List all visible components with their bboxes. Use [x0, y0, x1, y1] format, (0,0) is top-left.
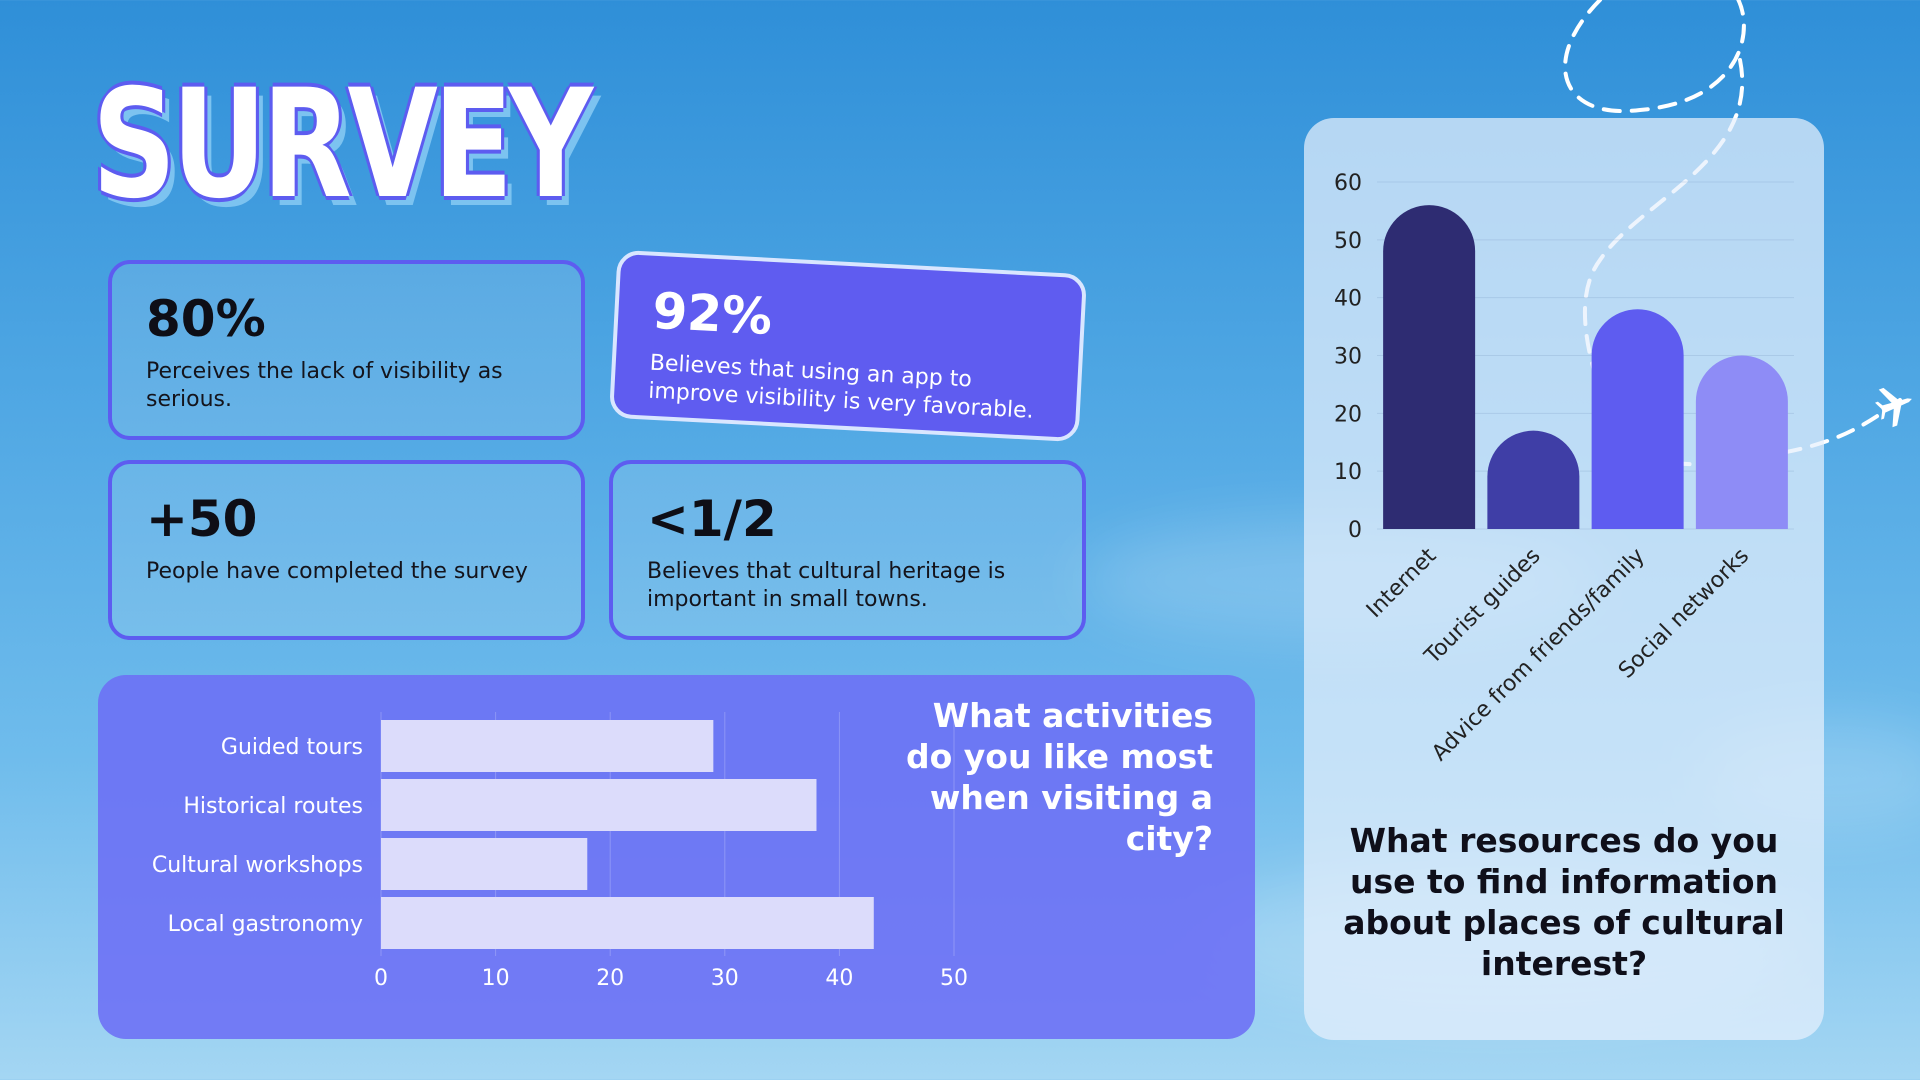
activities-chart-panel: 0 10 20 30 40 50 Guided tours Historical routes… — [98, 675, 1255, 1039]
stat-card-app: 92% Believes that using an app to improv… — [608, 249, 1088, 443]
bar — [1695, 355, 1788, 529]
bar — [381, 779, 817, 831]
page-title: SURVEY — [92, 58, 593, 232]
question-prefix: What — [932, 696, 1043, 735]
category-label: Historical routes — [183, 794, 363, 819]
bar — [381, 838, 588, 890]
resources-chart-panel: 0 10 20 30 40 50 60 Internet Tourist guides Advic… — [1304, 118, 1824, 1040]
stat-card-heritage: <1/2 Believes that cultural heritage is … — [609, 460, 1086, 640]
y-tick-label: 50 — [1334, 229, 1362, 254]
x-tick-label: 0 — [374, 966, 388, 991]
question-keyword: activities — [1042, 696, 1213, 735]
stat-value: +50 — [146, 490, 258, 548]
y-tick-label: 60 — [1334, 171, 1362, 196]
bar — [1487, 430, 1580, 529]
x-tick-label: 20 — [596, 966, 624, 991]
resources-question: What resources do you use to find inform… — [1334, 820, 1794, 984]
y-tick-label: 20 — [1334, 402, 1362, 427]
stat-value: <1/2 — [647, 490, 777, 548]
stat-value: 92% — [651, 281, 774, 346]
x-tick-label: 50 — [940, 966, 968, 991]
bar — [381, 720, 714, 772]
x-tick-label: 10 — [482, 966, 510, 991]
activities-question: What activities do you like most when vi… — [883, 695, 1213, 859]
bar — [1383, 205, 1476, 529]
activities-bar-chart: 0 10 20 30 40 50 Guided tours Historical routes… — [152, 712, 968, 991]
bar — [1591, 309, 1684, 529]
stat-description: People have completed the survey — [146, 559, 528, 584]
question-suffix: do you use to find information about pla… — [1343, 821, 1785, 983]
airplane-icon — [1875, 387, 1912, 428]
question-keyword: resources — [1459, 821, 1642, 860]
question-prefix: What — [1349, 821, 1460, 860]
stat-card-visibility: 80% Perceives the lack of visibility as … — [108, 260, 585, 440]
category-label: Internet — [1362, 543, 1442, 623]
x-tick-label: 40 — [825, 966, 853, 991]
category-label: Local gastronomy — [168, 912, 363, 937]
stat-value: 80% — [146, 290, 266, 348]
bar — [381, 897, 874, 949]
y-tick-label: 0 — [1348, 518, 1362, 543]
y-tick-label: 30 — [1334, 345, 1362, 370]
stat-card-participants: +50 People have completed the survey — [108, 460, 585, 640]
category-label: Cultural workshops — [152, 853, 363, 878]
stat-description: Perceives the lack of visibility as seri… — [146, 359, 503, 412]
category-label: Advice from friends/family — [1427, 544, 1650, 767]
y-tick-label: 40 — [1334, 287, 1362, 312]
question-suffix: do you like most when visiting a city? — [906, 737, 1213, 858]
category-label: Guided tours — [221, 735, 363, 760]
stat-description: Believes that cultural heritage is impor… — [647, 559, 1006, 612]
y-tick-label: 10 — [1334, 460, 1362, 485]
x-tick-label: 30 — [711, 966, 739, 991]
stat-description: Believes that using an app to improve vi… — [647, 350, 1035, 424]
